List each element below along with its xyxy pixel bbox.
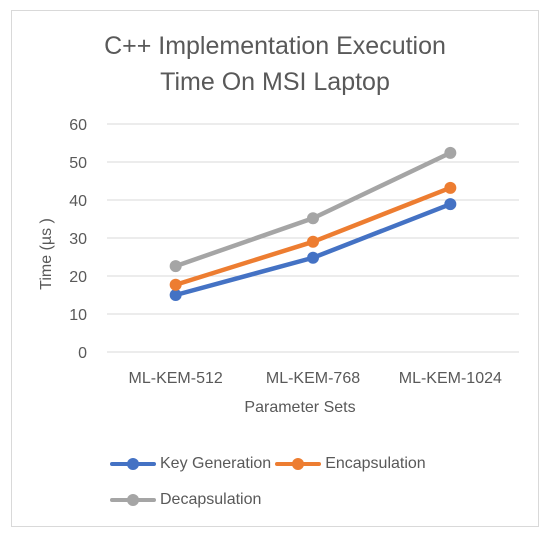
data-point-key-generation-1	[307, 251, 319, 264]
legend-row-1: Key Generation Encapsulation	[110, 452, 500, 476]
x-tick-label-ml-kem-768: ML-KEM-768	[266, 370, 360, 387]
series-line-decapsulation	[173, 150, 453, 269]
legend-marker-key-generation	[110, 458, 156, 470]
chart-title-line-1: C++ Implementation Execution	[104, 32, 446, 60]
legend-row-2: Decapsulation	[110, 488, 500, 512]
x-tick-label-ml-kem-1024: ML-KEM-1024	[399, 370, 502, 387]
legend-item-encapsulation: Encapsulation	[275, 455, 426, 473]
legend-item-key-generation: Key Generation	[110, 455, 271, 473]
y-tick-label-60: 60	[69, 117, 87, 134]
chart-title-line-2: Time On MSI Laptop	[160, 68, 390, 96]
data-point-key-generation-2	[444, 198, 457, 211]
legend: Key Generation Encapsulation Decapsulati…	[110, 452, 500, 524]
chart-title: C++ Implementation Execution Time On MSI…	[40, 28, 510, 100]
x-axis-title: Parameter Sets	[244, 399, 356, 416]
data-point-encapsulation-2	[444, 181, 457, 194]
y-tick-label-40: 40	[69, 193, 87, 210]
legend-item-decapsulation: Decapsulation	[110, 491, 261, 509]
legend-label-encapsulation: Encapsulation	[325, 455, 426, 472]
y-tick-label-50: 50	[69, 155, 87, 172]
y-tick-label-30: 30	[69, 231, 87, 248]
x-tick-label-ml-kem-512: ML-KEM-512	[129, 370, 223, 387]
legend-marker-decapsulation	[110, 494, 156, 506]
y-tick-label-20: 20	[69, 269, 87, 286]
data-point-encapsulation-1	[307, 235, 319, 248]
data-point-decapsulation-2	[444, 146, 457, 159]
legend-label-key-generation: Key Generation	[160, 455, 272, 472]
data-point-key-generation-0	[169, 289, 182, 301]
legend-label-decapsulation: Decapsulation	[160, 491, 262, 508]
legend-marker-encapsulation	[275, 458, 322, 470]
data-point-encapsulation-0	[169, 278, 182, 291]
data-point-decapsulation-1	[307, 212, 319, 225]
y-tick-label-0: 0	[78, 345, 87, 362]
data-point-decapsulation-0	[169, 260, 182, 273]
y-tick-label-10: 10	[69, 307, 87, 324]
